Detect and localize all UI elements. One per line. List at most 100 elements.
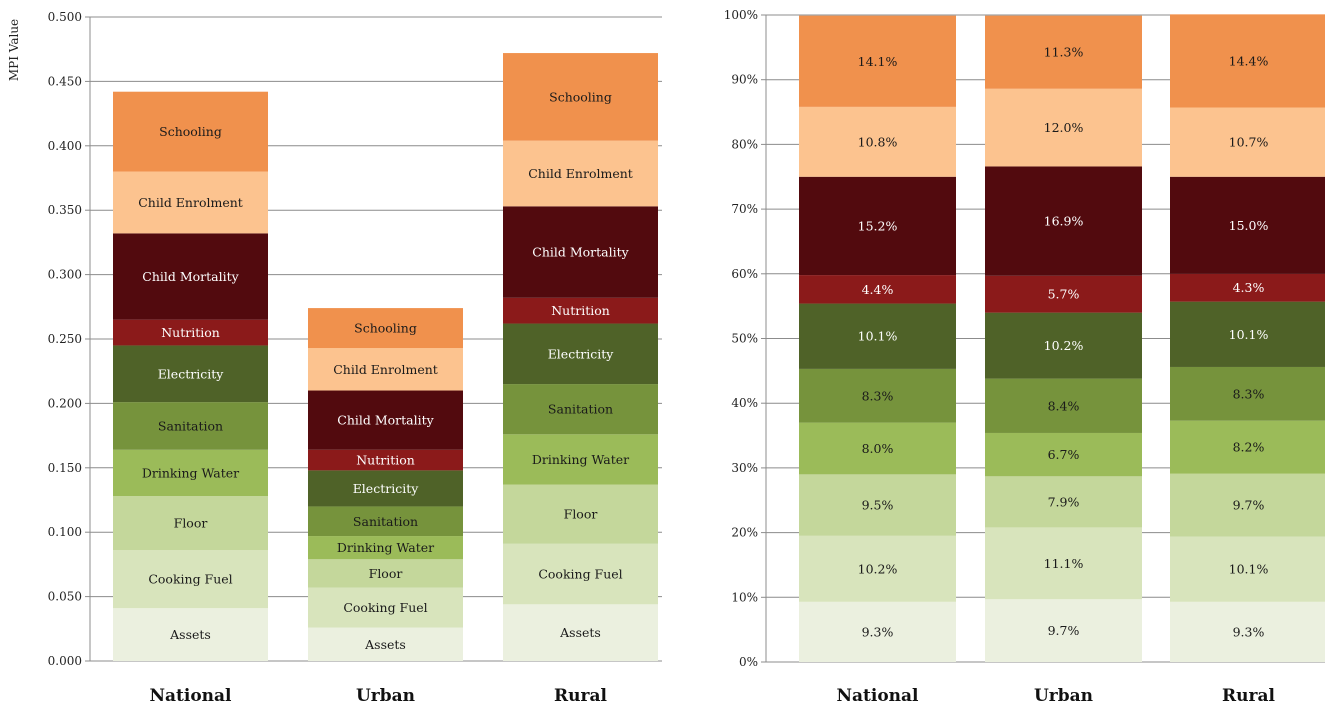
y-tick-label: 100%: [724, 8, 758, 22]
segment-label: Nutrition: [551, 303, 610, 318]
segment-label: Schooling: [354, 321, 417, 336]
segment-label: 5.7%: [1048, 287, 1080, 302]
bar-segment-rural-assets: [503, 604, 658, 661]
bar-segment-national-sanitation: [113, 402, 268, 450]
y-tick-label: 0.150: [48, 461, 82, 475]
segment-label: 8.4%: [1048, 398, 1080, 413]
segment-label: Drinking Water: [142, 465, 239, 480]
segment-label: 16.9%: [1044, 214, 1084, 229]
bar-segment-urban-segment-7: [985, 166, 1142, 276]
segment-label: Child Enrolment: [333, 362, 438, 377]
bar-segment-national-child-enrolment: [113, 171, 268, 234]
bar-segment-rural-segment-8: [1170, 107, 1325, 177]
y-tick-label: 70%: [731, 202, 758, 216]
y-tick-label: 0.400: [48, 139, 82, 153]
bar-segment-urban-segment-0: [985, 599, 1142, 662]
bar-segment-urban-segment-4: [985, 378, 1142, 433]
segment-label: Drinking Water: [532, 452, 629, 467]
bar-segment-rural-segment-7: [1170, 176, 1325, 274]
bar-segment-rural-drinking-water: [503, 434, 658, 485]
segment-label: Electricity: [158, 366, 225, 381]
segment-label: 10.2%: [858, 561, 898, 576]
segment-label: Assets: [169, 627, 211, 642]
bar-segment-rural-segment-1: [1170, 536, 1325, 602]
segment-label: Sanitation: [353, 514, 418, 529]
bar-segment-national-segment-8: [799, 106, 956, 177]
segment-label: Schooling: [159, 124, 222, 139]
bar-segment-urban-electricity: [308, 470, 463, 507]
segment-label: 14.4%: [1229, 53, 1269, 68]
mpi-value-chart: 0.000 0.050 0.100 0.150 0.200 0.250 0.300 0.350…: [7, 10, 662, 705]
segment-label: Floor: [369, 566, 403, 581]
mpi-contribution-chart: 0% 10% 20% 30% 40% 50% 60% 70% 80% 90% 100% 9.3% 10.…: [724, 8, 1325, 705]
bar-segment-national-segment-0: [799, 601, 956, 662]
bar-segment-rural-child-enrolment: [503, 140, 658, 207]
bar-segment-urban-child-mortality: [308, 390, 463, 450]
category-label-rural: Rural: [554, 686, 607, 705]
bar-segment-rural-segment-4: [1170, 366, 1325, 421]
segment-label: Floor: [564, 507, 598, 522]
bar-segment-urban-segment-8: [985, 88, 1142, 167]
segment-label: Child Mortality: [337, 413, 434, 428]
bar-segment-urban-nutrition: [308, 449, 463, 471]
bar-segment-rural-segment-5: [1170, 301, 1325, 367]
segment-label: 15.2%: [858, 218, 898, 233]
y-tick-label: 60%: [731, 267, 758, 281]
bar-segment-rural-segment-3: [1170, 420, 1325, 474]
y-tick-label: 10%: [731, 590, 758, 604]
segment-label: Nutrition: [356, 453, 415, 468]
bar-segment-national-assets: [113, 608, 268, 661]
bar-segment-national-segment-2: [799, 474, 956, 536]
bar-segment-urban-segment-5: [985, 312, 1142, 379]
bar-segment-national-drinking-water: [113, 449, 268, 497]
y-tick-label: 0.450: [48, 74, 82, 88]
category-label-national: National: [149, 686, 232, 705]
segment-label: 9.7%: [1048, 623, 1080, 638]
segment-label: 10.2%: [1044, 338, 1084, 353]
bar-segment-rural-segment-6: [1170, 273, 1325, 302]
segment-label: Electricity: [548, 346, 615, 361]
y-tick-label: 30%: [731, 461, 758, 475]
segment-label: Sanitation: [158, 418, 223, 433]
segment-label: Child Mortality: [142, 269, 239, 284]
bar-segment-rural-electricity: [503, 323, 658, 385]
segment-label: 10.7%: [1229, 135, 1269, 150]
segment-label: 8.3%: [1233, 386, 1265, 401]
segment-label: Cooking Fuel: [538, 567, 622, 582]
y-tick-label: 0.300: [48, 268, 82, 282]
segment-label: 10.1%: [1229, 327, 1269, 342]
segment-label: 4.4%: [862, 282, 894, 297]
bar-segment-rural-segment-2: [1170, 473, 1325, 537]
segment-label: Child Enrolment: [138, 195, 243, 210]
bar-segment-rural-child-mortality: [503, 206, 658, 298]
bar-segment-urban-sanitation: [308, 506, 463, 537]
segment-label: Nutrition: [161, 325, 220, 340]
bar-segment-rural-segment-0: [1170, 601, 1325, 662]
segment-label: 4.3%: [1233, 280, 1265, 295]
segment-label: Child Enrolment: [528, 166, 633, 181]
category-label-urban: Urban: [356, 686, 415, 705]
y-tick-label: 0.100: [48, 525, 82, 539]
segment-label: Electricity: [353, 481, 420, 496]
segment-label: Assets: [559, 625, 601, 640]
y-tick-label: 0.050: [48, 590, 82, 604]
segment-label: 6.7%: [1048, 447, 1080, 462]
category-label-urban: Urban: [1034, 686, 1093, 705]
segment-label: 12.0%: [1044, 120, 1084, 135]
bar-segment-urban-segment-2: [985, 476, 1142, 528]
segment-label: Drinking Water: [337, 540, 434, 555]
y-tick-label: 40%: [731, 396, 758, 410]
y-tick-label: 0.500: [48, 10, 82, 24]
segment-label: 8.0%: [862, 441, 894, 456]
bar-segment-urban-drinking-water: [308, 536, 463, 560]
y-tick-label: 90%: [731, 73, 758, 87]
category-label-rural: Rural: [1222, 686, 1275, 705]
bar-segment-rural-nutrition: [503, 297, 658, 324]
segment-label: 9.5%: [862, 498, 894, 513]
y-tick-label: 0.000: [48, 654, 82, 668]
segment-label: 9.3%: [862, 624, 894, 639]
bar-segment-urban-cooking-fuel: [308, 587, 463, 628]
bar-segment-national-cooking-fuel: [113, 550, 268, 609]
segment-label: 10.1%: [858, 329, 898, 344]
bar-segment-national-floor: [113, 496, 268, 551]
